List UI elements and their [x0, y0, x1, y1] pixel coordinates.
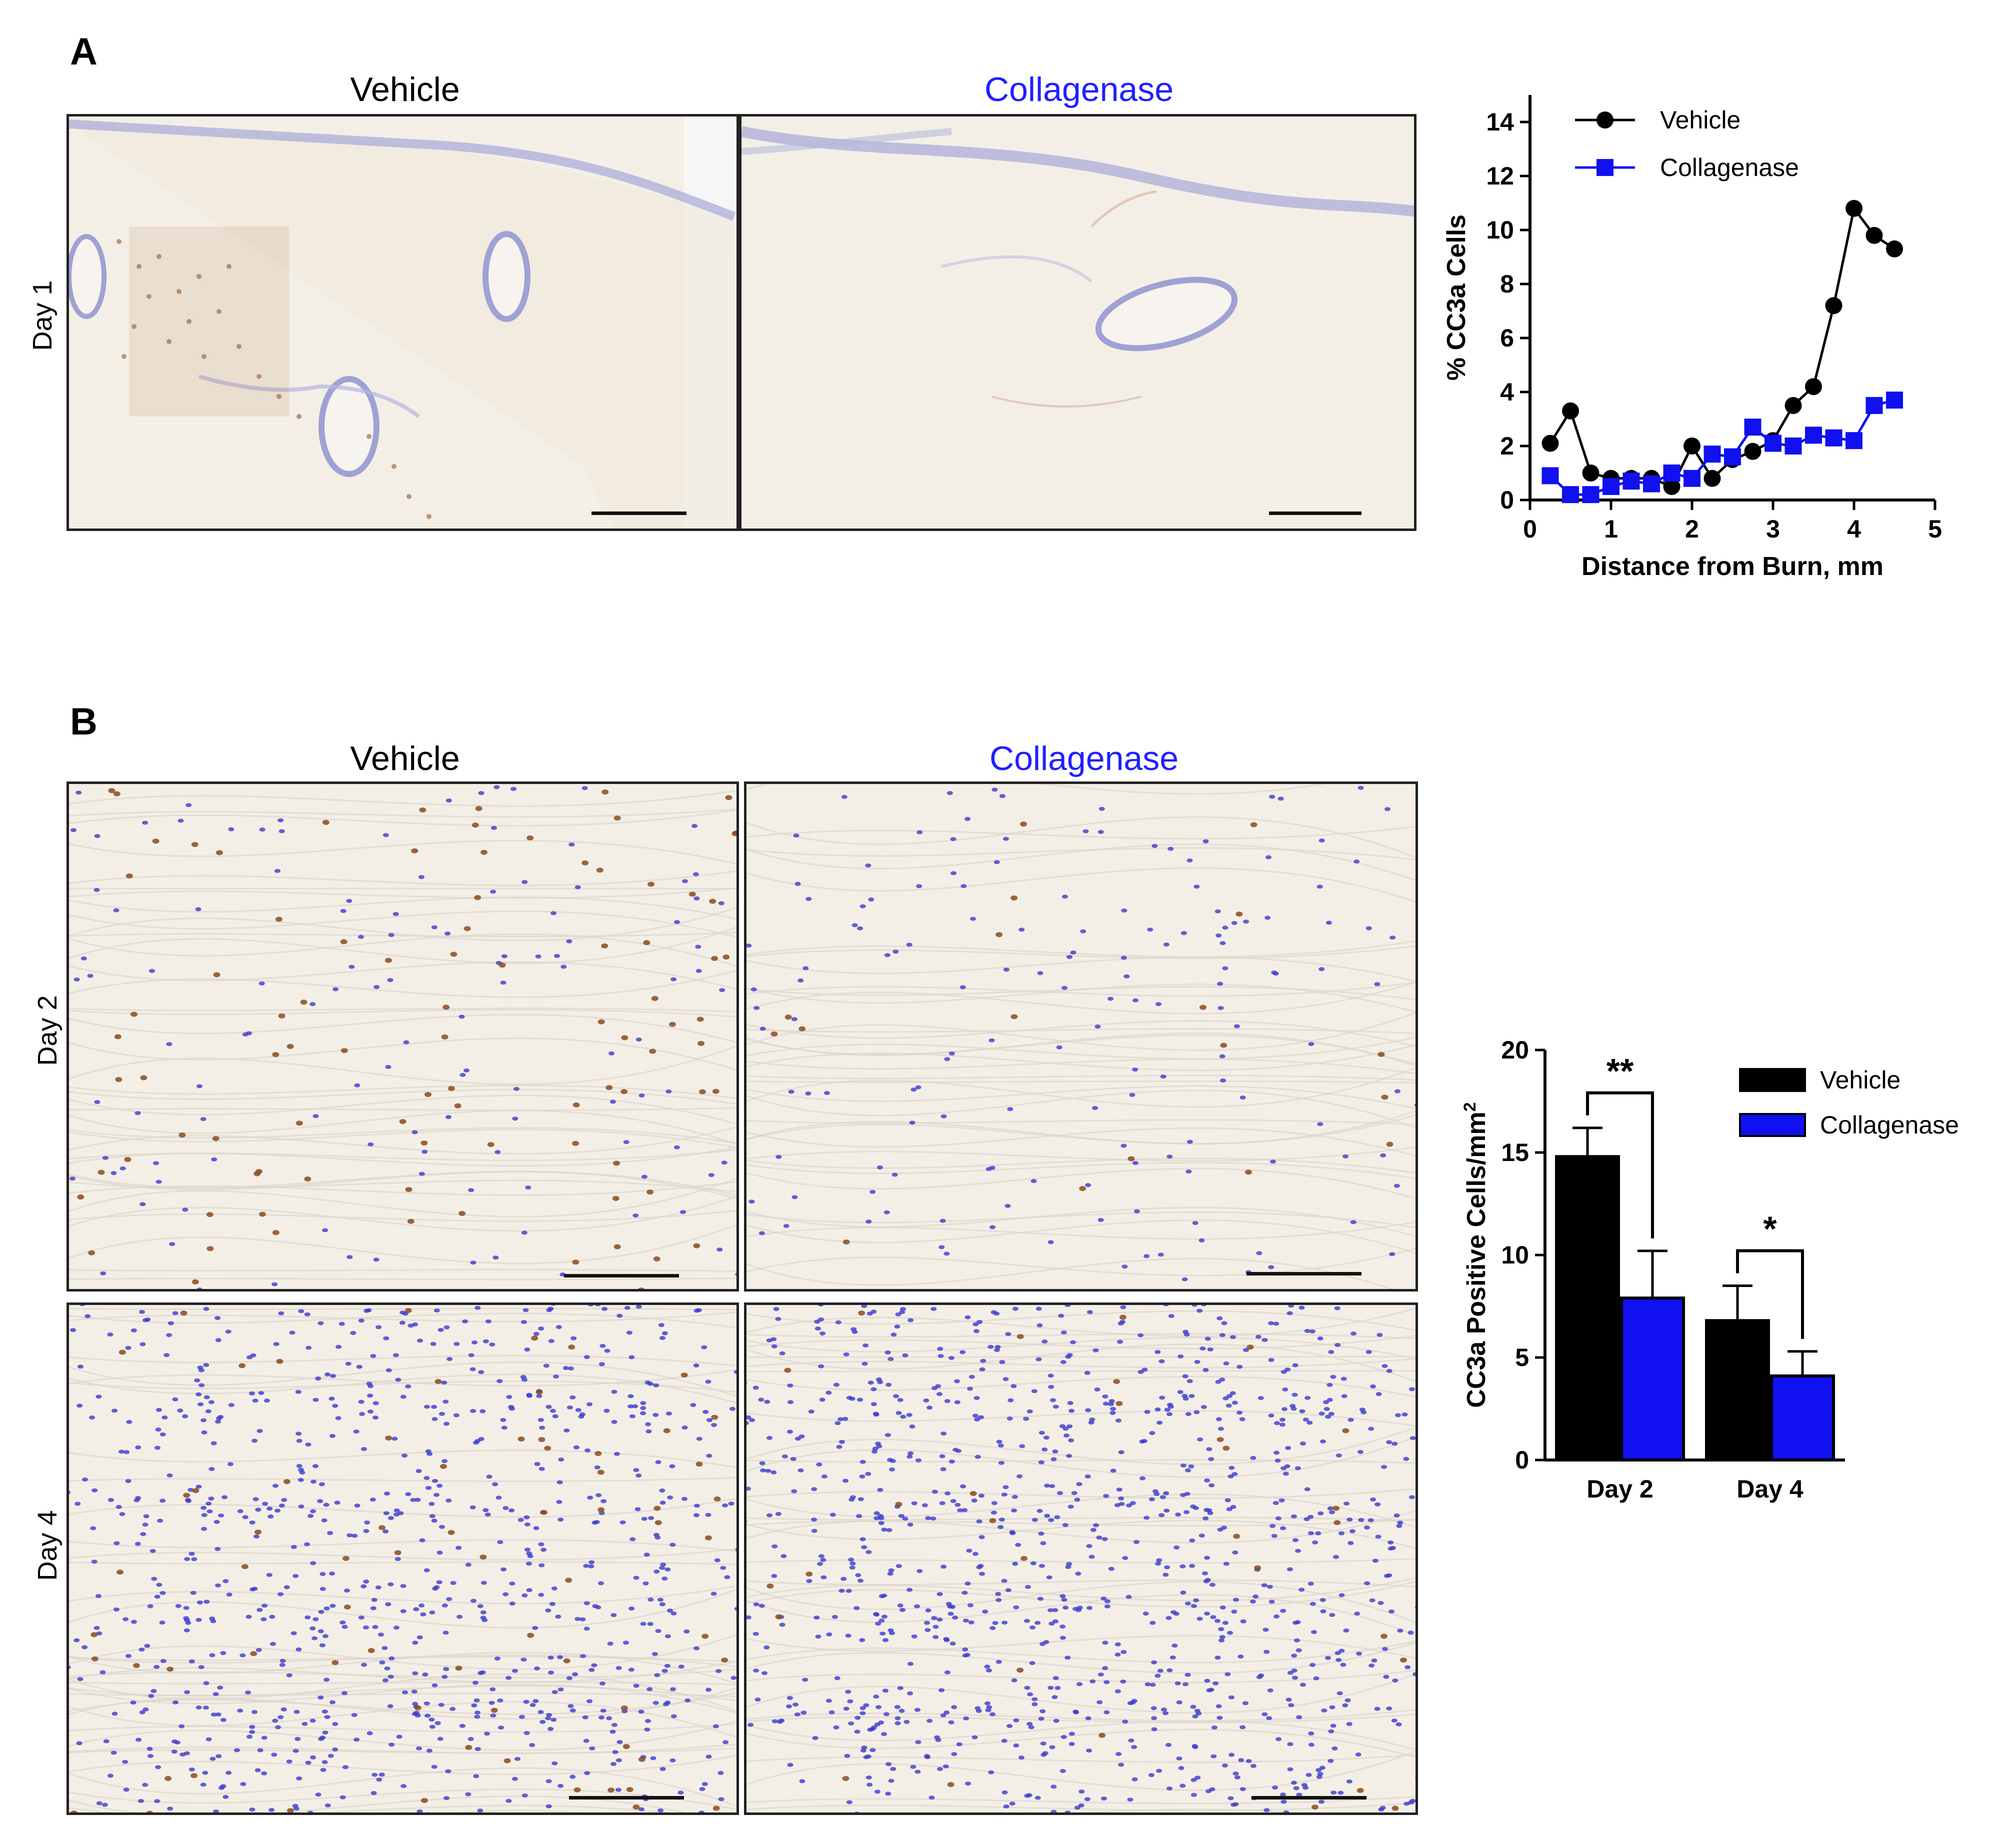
data-point [1663, 478, 1680, 495]
data-point [1846, 200, 1862, 217]
y-tick-label: 10 [1501, 1241, 1529, 1269]
micrograph-b-vehicle-day2 [66, 782, 739, 1292]
data-point [1805, 378, 1822, 396]
micrograph-a-vehicle [66, 114, 739, 531]
data-point [1886, 240, 1903, 258]
x-tick-label: 3 [1766, 515, 1780, 543]
data-point [1582, 486, 1600, 504]
panel-b-title-collagenase: Collagenase [989, 740, 1179, 778]
data-point [1805, 426, 1822, 444]
data-point [1684, 438, 1700, 454]
significance-bracket [1586, 1091, 1654, 1238]
y-axis-label: CC3a Positive Cells/mm2 [1460, 1102, 1491, 1408]
legend-swatch [1739, 1068, 1806, 1092]
micrograph-b-collagenase-day2 [744, 782, 1418, 1292]
data-point [1744, 418, 1762, 436]
data-point [1622, 472, 1640, 490]
x-tick-label: Day 4 [1736, 1475, 1804, 1503]
legend-label: Vehicle [1660, 106, 1740, 134]
data-point [1866, 397, 1883, 414]
data-point [1784, 438, 1802, 454]
chart-b-bar: 0 5 10 15 20 CC3a Positive Cells/mm2 ** Day 2 * D… [1460, 1036, 1959, 1503]
y-tick-label: 12 [1486, 162, 1514, 190]
data-point [1825, 297, 1842, 314]
x-axis-label: Distance from Burn, mm [1582, 552, 1884, 581]
micrograph-b-collagenase-day4 [744, 1302, 1418, 1815]
y-tick-label: 0 [1515, 1446, 1529, 1474]
series-line [1549, 205, 1896, 488]
data-point [1764, 434, 1782, 452]
bar [1705, 1319, 1770, 1462]
data-point [1886, 392, 1903, 409]
data-point [1744, 442, 1762, 460]
x-tick-label: 0 [1523, 515, 1537, 543]
y-tick-label: 0 [1500, 486, 1514, 514]
significance-bracket [1736, 1249, 1804, 1339]
data-point [1866, 226, 1883, 244]
panel-a-letter: A [70, 30, 98, 73]
panel-a-title-vehicle: Vehicle [350, 70, 460, 108]
y-tick-label: 6 [1500, 324, 1514, 352]
legend-marker [1596, 159, 1614, 176]
legend-label: Collagenase [1820, 1111, 1959, 1139]
bar [1555, 1155, 1620, 1462]
legend-marker [1596, 112, 1614, 128]
legend-label: Collagenase [1660, 154, 1799, 182]
data-point [1825, 429, 1842, 446]
data-point [1724, 448, 1741, 466]
scale-bar [569, 1796, 684, 1800]
x-tick-label: Day 2 [1586, 1475, 1653, 1503]
x-tick-label: 1 [1604, 515, 1618, 543]
data-point [1663, 464, 1680, 482]
panel-a-title-collagenase: Collagenase [984, 70, 1174, 108]
y-tick-label: 2 [1500, 432, 1514, 460]
y-tick-label: 10 [1486, 216, 1514, 244]
scale-bar [1252, 1796, 1366, 1800]
panel-b-row-label-day2: Day 2 [32, 995, 62, 1066]
y-tick-label: 4 [1500, 378, 1514, 406]
scale-bar [564, 1274, 679, 1278]
significance-label: * [1763, 1210, 1777, 1248]
panel-b-letter: B [70, 700, 98, 743]
x-tick-label: 2 [1685, 515, 1699, 543]
significance-label: ** [1606, 1052, 1634, 1090]
bar [1770, 1374, 1835, 1462]
panel-b-row-label-day4: Day 4 [32, 1510, 62, 1581]
series-line [1549, 398, 1895, 496]
y-tick-label: 14 [1486, 108, 1514, 136]
data-point [1704, 446, 1721, 463]
y-tick-label: 8 [1500, 270, 1514, 298]
data-point [1582, 464, 1600, 482]
y-axis-label-superscript: 2 [1460, 1102, 1480, 1112]
data-point [1602, 478, 1620, 495]
legend-swatch [1739, 1113, 1806, 1137]
micrograph-a-collagenase [739, 114, 1416, 531]
micrograph-b-vehicle-day4 [66, 1302, 739, 1815]
panel-a-row-label-day1: Day 1 [28, 280, 58, 351]
x-tick-label: 5 [1928, 515, 1942, 543]
data-point [1542, 467, 1559, 484]
scale-bar [1269, 512, 1362, 515]
data-point [1562, 402, 1579, 420]
data-point [1542, 434, 1559, 452]
data-point [1846, 432, 1862, 450]
data-point [1643, 475, 1660, 492]
legend-label: Vehicle [1820, 1066, 1900, 1094]
scale-bar [592, 512, 686, 515]
data-point [1784, 397, 1802, 414]
y-tick-label: 20 [1501, 1036, 1529, 1064]
x-tick-label: 4 [1847, 515, 1861, 543]
panel-b-title-vehicle: Vehicle [350, 740, 460, 778]
y-axis-label: % CC3a Cells [1442, 214, 1471, 380]
scale-bar [1246, 1272, 1362, 1276]
data-point [1704, 470, 1721, 487]
data-point [1684, 470, 1700, 487]
y-tick-label: 15 [1501, 1138, 1529, 1166]
data-point [1562, 486, 1579, 504]
bar [1620, 1296, 1685, 1462]
y-tick-label: 5 [1515, 1344, 1529, 1372]
